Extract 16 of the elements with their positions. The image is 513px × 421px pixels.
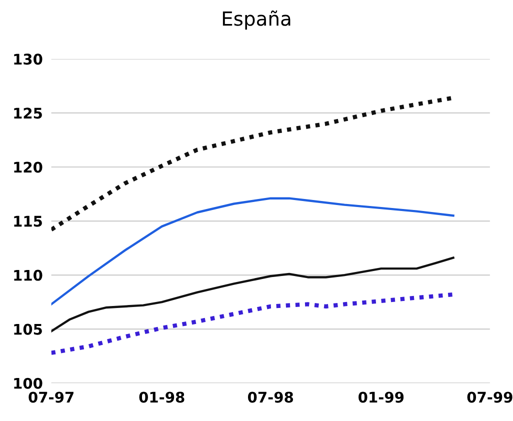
x-tick-label: 07-97: [28, 392, 74, 403]
x-tick-label: 07-98: [248, 392, 294, 403]
x-tick-label: 01-99: [358, 392, 404, 403]
y-tick-label: 130: [14, 54, 42, 65]
y-tick-label: 100: [14, 378, 42, 389]
x-tick-label: 07-99: [467, 392, 512, 403]
line-series: [51, 256, 454, 332]
y-tick-label: 125: [14, 108, 42, 119]
chart-title: España: [222, 10, 290, 30]
y-tick-label: 120: [14, 162, 42, 173]
y-tick-label: 115: [14, 216, 42, 227]
line-series: [51, 197, 454, 306]
x-tick-label: 01-98: [139, 392, 184, 403]
y-tick-label: 105: [14, 324, 42, 335]
y-tick-label: 110: [14, 270, 42, 281]
line-series: [51, 292, 456, 355]
